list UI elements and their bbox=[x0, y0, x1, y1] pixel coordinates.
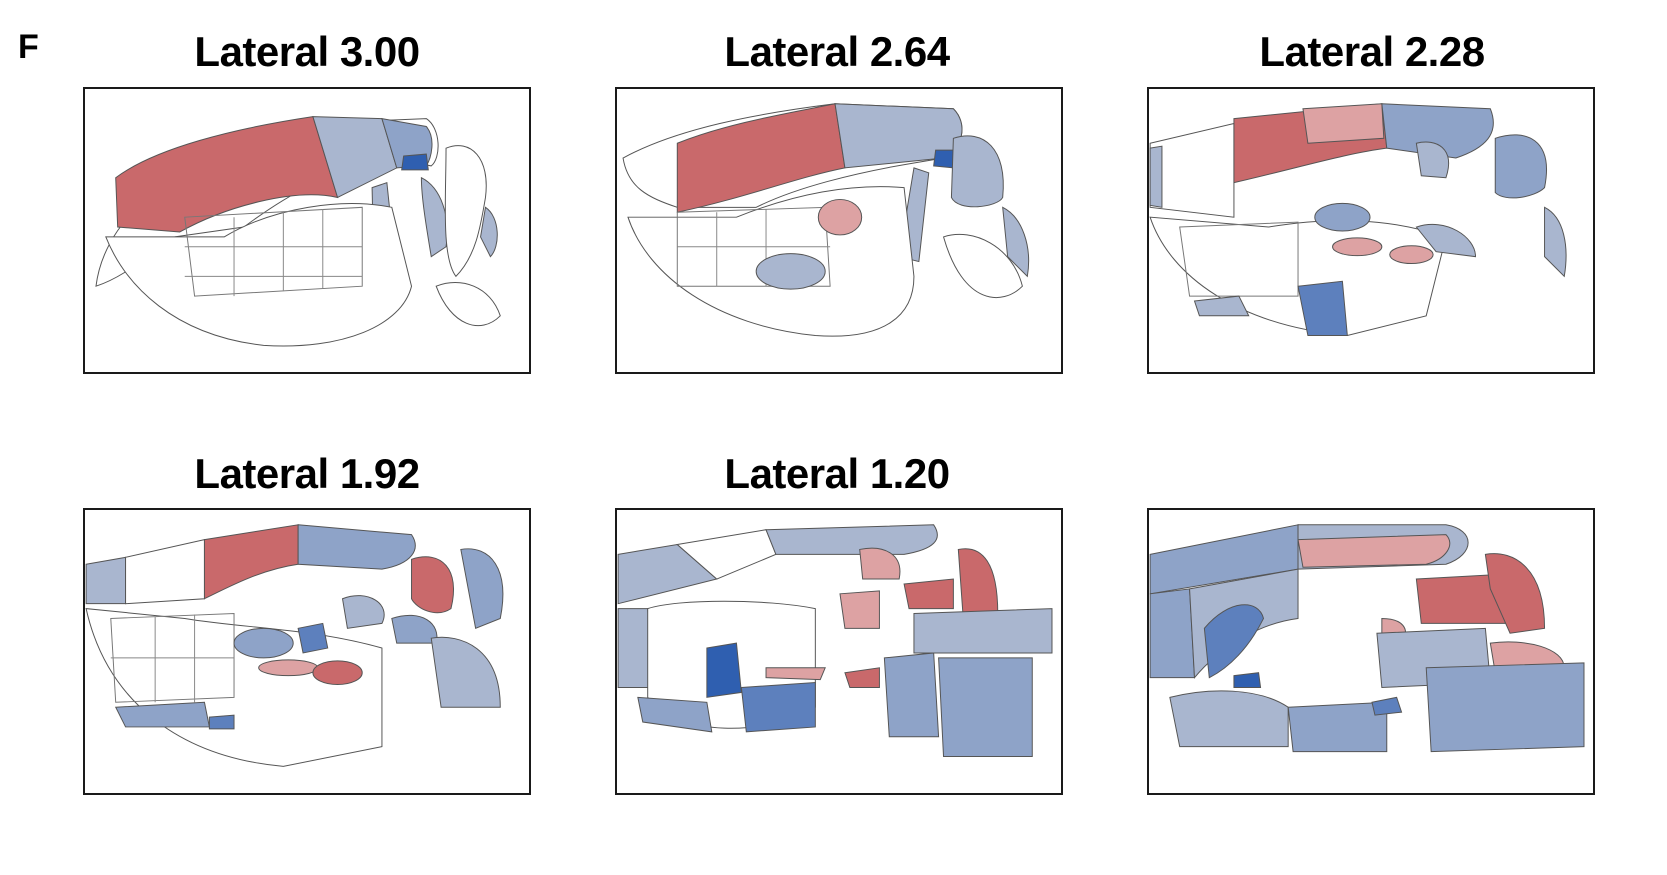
sagittal-map-5 bbox=[617, 524, 1053, 758]
panel-title-1: Lateral 3.00 bbox=[194, 28, 420, 75]
sagittal-map-2 bbox=[622, 103, 1030, 337]
panel-title-4: Lateral 1.92 bbox=[194, 450, 420, 497]
brain-slice-lateral-3-00 bbox=[83, 87, 531, 374]
panel-title-5: Lateral 1.20 bbox=[724, 450, 950, 497]
panel-title-3: Lateral 2.28 bbox=[1259, 28, 1485, 75]
panel-title-2: Lateral 2.64 bbox=[724, 28, 950, 75]
sagittal-map-4 bbox=[85, 524, 504, 767]
sagittal-map-3 bbox=[1149, 103, 1567, 337]
brain-slice-lateral-2-28 bbox=[1147, 87, 1595, 374]
brain-slice-unlabeled bbox=[1147, 508, 1595, 795]
sagittal-map-1 bbox=[95, 116, 501, 347]
sagittal-map-6 bbox=[1149, 524, 1585, 753]
brain-slice-lateral-2-64 bbox=[615, 87, 1063, 374]
figure-label: F bbox=[18, 28, 39, 66]
brain-slice-lateral-1-20 bbox=[615, 508, 1063, 795]
brain-slice-lateral-1-92 bbox=[83, 508, 531, 795]
